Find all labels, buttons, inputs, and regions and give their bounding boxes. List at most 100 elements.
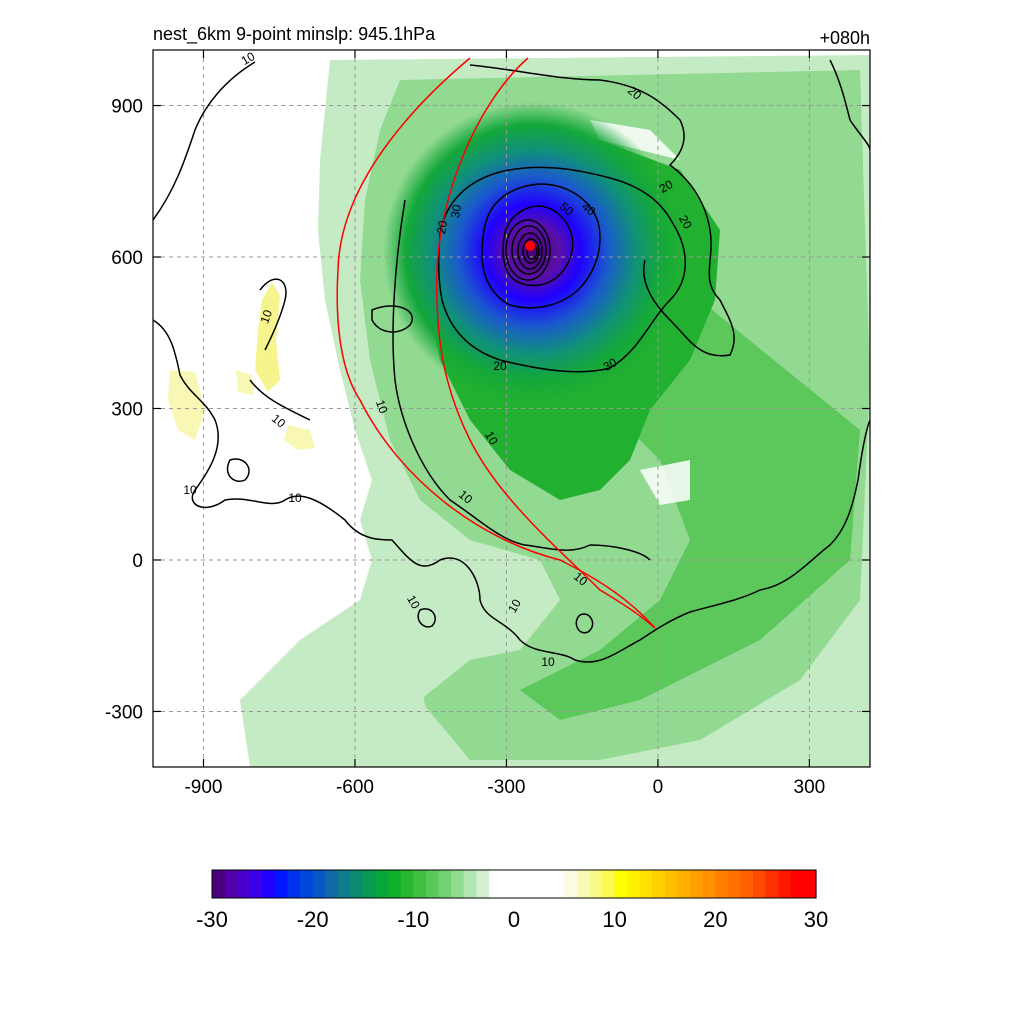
contour-label: 10 — [482, 429, 501, 448]
colorbar-tick-label: 30 — [804, 907, 828, 932]
colorbar-tick-label: 10 — [602, 907, 626, 932]
contour-eye-1 — [505, 219, 551, 281]
colorbar-swatch — [212, 870, 226, 898]
colorbar-swatch — [425, 870, 440, 898]
contours — [153, 59, 870, 663]
colorbar-swatch — [551, 870, 565, 898]
colorbar-swatch — [463, 870, 477, 898]
plot-title: nest_6km 9-point minslp: 945.1hPa — [153, 24, 436, 45]
colorbar-swatch — [501, 870, 515, 898]
track-line-inner — [436, 57, 656, 629]
contour-eye-2 — [511, 225, 547, 275]
colorbar-swatch — [539, 870, 553, 898]
colorbar-swatch — [602, 870, 616, 898]
colorbar-swatch — [639, 870, 654, 898]
colorbar-swatch — [677, 870, 691, 898]
track-line-outer — [336, 57, 656, 629]
colorbar-swatch — [690, 870, 704, 898]
contour-20-ring — [437, 166, 686, 373]
colorbar-swatch — [514, 870, 528, 898]
contour-label: 20 — [676, 213, 695, 232]
colorbar-swatch — [400, 870, 414, 898]
colorbar-tick-label: 20 — [703, 907, 727, 932]
contour-eye-4 — [522, 238, 540, 264]
contour-10-northeast — [829, 59, 870, 151]
axes: -900 -600 -300 0 300 900 600 300 0 -300 — [105, 50, 870, 798]
colorbar-swatch — [715, 870, 729, 898]
y-tick-label: 600 — [111, 248, 143, 269]
storm-center-marker — [525, 240, 536, 251]
colorbar-swatch — [740, 870, 754, 898]
colorbar-swatch — [438, 870, 452, 898]
y-tick-label: 0 — [132, 551, 143, 572]
contour-10-northwest — [153, 61, 256, 221]
contour-label: 10 — [288, 491, 302, 505]
shaded-field — [168, 55, 870, 767]
colorbar-swatch — [778, 870, 792, 898]
contour-label: 10 — [505, 596, 524, 615]
colorbar-swatch — [803, 870, 817, 898]
colorbar-swatch — [300, 870, 314, 898]
colorbar-swatch — [627, 870, 641, 898]
x-tick-label: -600 — [336, 777, 374, 798]
colorbar-swatch — [526, 870, 540, 898]
colorbar-swatch — [753, 870, 767, 898]
positive-patch-1 — [255, 282, 280, 392]
x-tick-label: -900 — [184, 777, 222, 798]
contour-label: 20 — [434, 219, 450, 235]
colorbar-swatch — [249, 870, 263, 898]
colorbar-swatch — [337, 870, 352, 898]
colorbar-swatch — [237, 870, 251, 898]
contour-10-west-band — [153, 319, 870, 663]
colorbar-swatch — [312, 870, 326, 898]
contour-10-north-loop — [469, 64, 735, 357]
contour-30-ring — [481, 183, 601, 309]
colorbar-swatch — [727, 870, 742, 898]
colorbar-swatch — [224, 870, 238, 898]
colorbar-swatch — [274, 870, 289, 898]
track-lines — [336, 57, 656, 629]
colorbar-swatch — [363, 870, 377, 898]
colorbar-tick-label: -10 — [397, 907, 429, 932]
colorbar-swatch — [451, 870, 465, 898]
colorbar-frame — [211, 869, 817, 899]
x-tick-label: 300 — [794, 777, 826, 798]
contour-40-ring — [502, 205, 574, 287]
shade-light-patch-left — [270, 660, 430, 760]
x-tick-label: 0 — [653, 777, 664, 798]
vortex-core-shading — [383, 102, 683, 402]
contour-label: 10 — [269, 411, 288, 431]
contour-label: 10 — [239, 49, 258, 68]
colorbar-swatch — [325, 870, 339, 898]
positive-patch-3 — [284, 425, 315, 450]
colorbar-swatch — [262, 870, 276, 898]
forecast-hour-label: +080h — [819, 28, 870, 48]
colorbar-swatch — [375, 870, 389, 898]
y-tick-label: 900 — [111, 97, 143, 118]
colorbar-tick-label: -30 — [196, 907, 228, 932]
colorbar-swatch — [476, 870, 490, 898]
positive-patch-4 — [236, 370, 254, 395]
x-tick-label: -300 — [487, 777, 525, 798]
contour-label: 20 — [493, 359, 507, 373]
colorbar-swatch — [350, 870, 364, 898]
contour-label: 10 — [183, 483, 197, 497]
colorbar-swatch — [790, 870, 805, 898]
colorbar-swatch — [564, 870, 578, 898]
colorbar-swatch — [413, 870, 427, 898]
y-tick-label: -300 — [105, 702, 143, 723]
colorbar: -30 -20 -10 0 10 20 30 — [196, 869, 828, 932]
contour-label: 10 — [541, 655, 555, 669]
contour-label: 20 — [657, 177, 676, 196]
colorbar-swatch — [576, 870, 591, 898]
contour-label: 10 — [257, 308, 275, 326]
contour-10-inner-arc — [392, 199, 651, 561]
colorbar-swatch — [652, 870, 666, 898]
colorbar-swatch — [388, 870, 402, 898]
colorbar-swatch — [702, 870, 716, 898]
positive-patch-2 — [168, 370, 205, 440]
colorbar-swatch — [765, 870, 779, 898]
colorbar-tick-label: -20 — [297, 907, 329, 932]
